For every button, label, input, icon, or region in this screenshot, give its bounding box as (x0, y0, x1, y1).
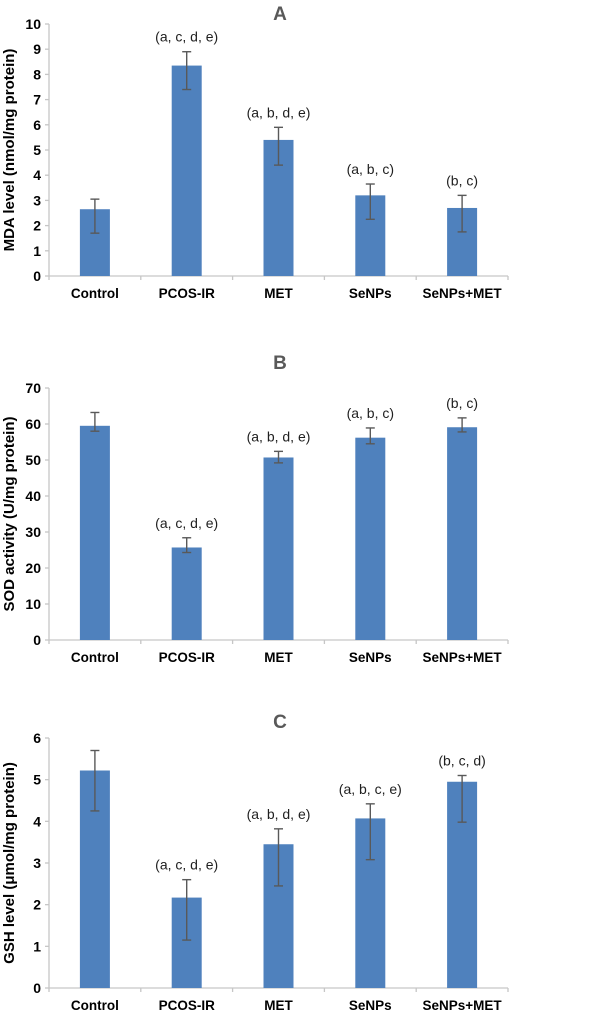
category-label-MET: MET (264, 286, 293, 301)
bar-PCOS-IR (171, 547, 202, 640)
category-label-SeNPs: SeNPs (349, 286, 392, 301)
y-tick-label-1: 1 (33, 938, 41, 954)
category-label-PCOS-IR: PCOS-IR (159, 650, 216, 665)
y-tick-label-2: 2 (33, 897, 41, 913)
y-tick-label-60: 60 (25, 416, 41, 432)
annotation-SeNPs+MET: (b, c, d) (438, 753, 485, 769)
bar-PCOS-IR (171, 65, 202, 276)
bar-SeNPs+MET (447, 427, 478, 640)
annotation-PCOS-IR: (a, c, d, e) (155, 515, 218, 531)
category-label-MET: MET (264, 998, 293, 1013)
annotation-SeNPs: (a, b, c) (347, 161, 394, 177)
y-tick-label-9: 9 (33, 41, 41, 57)
y-tick-label-4: 4 (33, 813, 41, 829)
category-label-SeNPs: SeNPs (349, 650, 392, 665)
y-tick-label-30: 30 (25, 524, 41, 540)
y-tick-label-6: 6 (33, 117, 41, 133)
category-label-SeNPs: SeNPs (349, 998, 392, 1013)
bar-SeNPs (355, 437, 386, 640)
annotation-SeNPs: (a, b, c, e) (339, 781, 402, 797)
panel-B: B 0 10 20 30 40 50 60 70 Control (a, c, d, e) PCOS… (0, 338, 600, 676)
y-tick-label-10: 10 (25, 16, 41, 32)
panel-B-title: B (273, 353, 287, 374)
y-tick-label-3: 3 (33, 855, 41, 871)
annotation-MET: (a, b, d, e) (247, 428, 311, 444)
y-axis-title: SOD activity (U/mg protein) (1, 416, 18, 611)
y-tick-label-50: 50 (25, 452, 41, 468)
y-tick-label-7: 7 (33, 92, 41, 108)
chart-B: B 0 10 20 30 40 50 60 70 Control (a, c, d, e) PCOS… (1, 353, 509, 665)
panel-A-title: A (273, 4, 287, 25)
chart-C: C 0 1 2 3 4 5 6 Control (a, c, d, e) PCOS-IR (a, b… (1, 712, 509, 1013)
panel-C-title: C (273, 712, 287, 733)
y-tick-label-0: 0 (33, 632, 41, 648)
annotation-SeNPs+MET: (b, c) (446, 395, 478, 411)
category-label-PCOS-IR: PCOS-IR (159, 998, 216, 1013)
panel-C: C 0 1 2 3 4 5 6 Control (a, c, d, e) PCOS-IR (a, b… (0, 676, 600, 1014)
y-axis-title: GSH level (μmol/mg protein) (1, 762, 18, 964)
bar-MET (263, 457, 294, 640)
chart-B-plot: 0 10 20 30 40 50 60 70 Control (a, c, d, e) PCOS-I… (1, 380, 509, 665)
chart-A: A 0 1 2 3 4 5 6 7 8 9 10 Control (a, c, d, e) PCOS-IR… (1, 4, 509, 301)
annotation-PCOS-IR: (a, c, d, e) (155, 29, 218, 45)
category-label-SeNPs+MET: SeNPs+MET (423, 286, 503, 301)
y-axis-title: MDA level (nmol/mg protein) (1, 49, 18, 252)
bar-Control (79, 425, 110, 640)
chart-C-plot: 0 1 2 3 4 5 6 Control (a, c, d, e) PCOS-IR (a, b, … (1, 730, 509, 1013)
panel-A: A 0 1 2 3 4 5 6 7 8 9 10 Control (a, c, d, e) PCOS-IR… (0, 0, 600, 338)
category-label-MET: MET (264, 650, 293, 665)
category-label-PCOS-IR: PCOS-IR (159, 286, 216, 301)
y-tick-label-5: 5 (33, 772, 41, 788)
y-tick-label-4: 4 (33, 167, 41, 183)
y-tick-label-10: 10 (25, 596, 41, 612)
y-tick-label-40: 40 (25, 488, 41, 504)
y-tick-label-20: 20 (25, 560, 41, 576)
annotation-SeNPs+MET: (b, c) (446, 172, 478, 188)
y-tick-label-1: 1 (33, 243, 41, 259)
chart-A-plot: 0 1 2 3 4 5 6 7 8 9 10 Control (a, c, d, e) PCOS-IR (a… (1, 16, 509, 301)
y-tick-label-70: 70 (25, 380, 41, 396)
category-label-Control: Control (71, 286, 119, 301)
annotation-MET: (a, b, d, e) (247, 806, 311, 822)
category-label-Control: Control (71, 998, 119, 1013)
y-tick-label-0: 0 (33, 980, 41, 996)
category-label-Control: Control (71, 650, 119, 665)
y-tick-label-3: 3 (33, 192, 41, 208)
y-tick-label-2: 2 (33, 218, 41, 234)
annotation-SeNPs: (a, b, c) (347, 405, 394, 421)
y-tick-label-5: 5 (33, 142, 41, 158)
y-tick-label-0: 0 (33, 268, 41, 284)
category-label-SeNPs+MET: SeNPs+MET (423, 998, 503, 1013)
y-tick-label-6: 6 (33, 730, 41, 746)
annotation-PCOS-IR: (a, c, d, e) (155, 857, 218, 873)
y-tick-label-8: 8 (33, 66, 41, 82)
annotation-MET: (a, b, d, e) (247, 104, 311, 120)
category-label-SeNPs+MET: SeNPs+MET (423, 650, 503, 665)
